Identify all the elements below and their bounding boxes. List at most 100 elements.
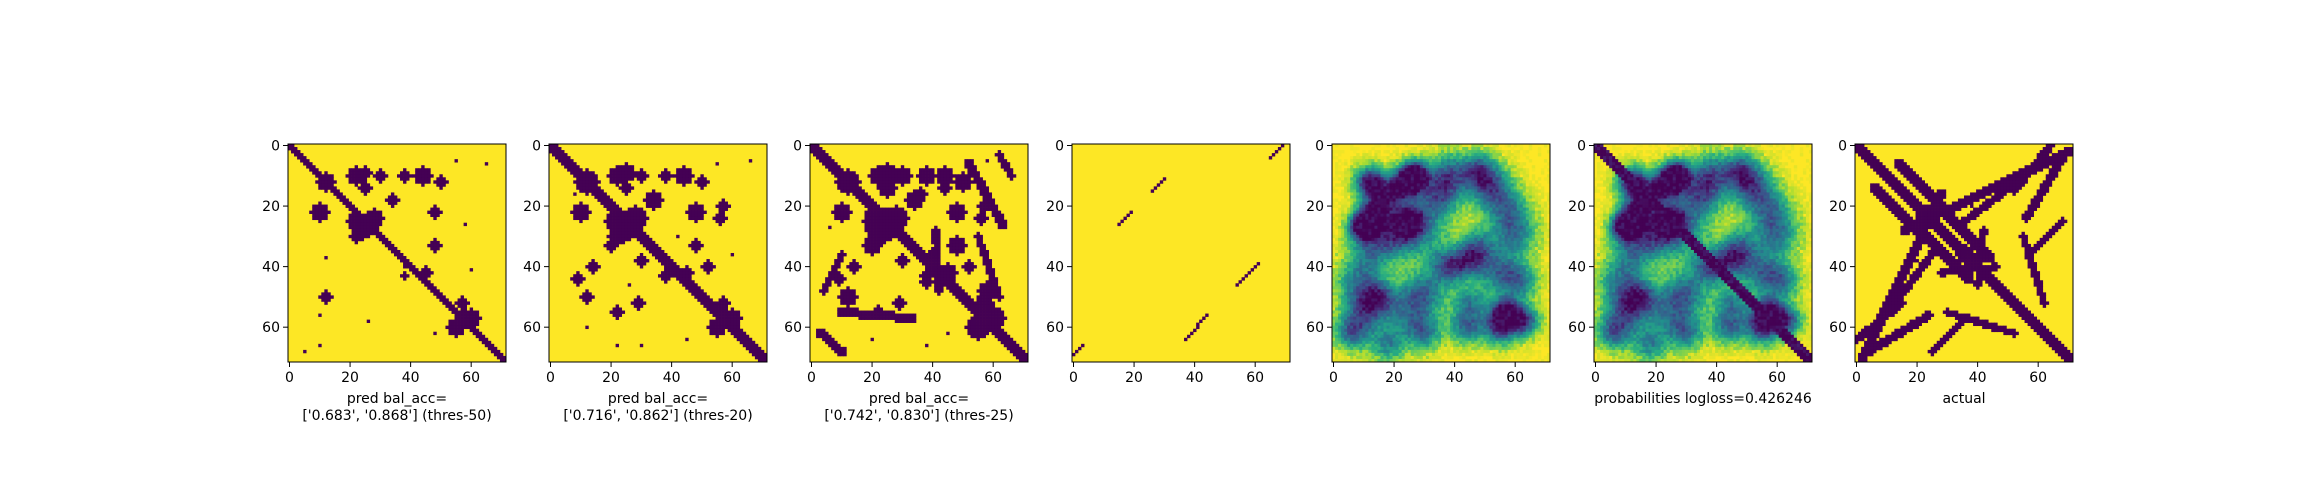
heatmap-cell [1428, 210, 1433, 214]
heatmap-cell [997, 331, 1002, 336]
heatmap-cell [891, 168, 896, 172]
heatmap-cell [363, 234, 368, 239]
heatmap-cell [1392, 210, 1396, 214]
heatmap-cell [685, 268, 689, 272]
heatmap-cell [1401, 186, 1406, 190]
heatmap-cell [840, 207, 844, 211]
heatmap-cell [576, 165, 580, 169]
heatmap-cell [630, 168, 635, 172]
heatmap-cell [903, 313, 908, 317]
heatmap-cell [1498, 228, 1502, 233]
heatmap-cell [633, 204, 638, 208]
heatmap-cell [828, 337, 832, 342]
heatmap-cell [1371, 210, 1375, 214]
heatmap-cell [885, 183, 890, 187]
heatmap-cell [961, 207, 965, 211]
heatmap-cell [691, 207, 695, 211]
heatmap-cell [679, 177, 683, 181]
heatmap-cell [357, 180, 362, 184]
heatmap-cell [748, 340, 753, 345]
heatmap-cell [1353, 222, 1357, 227]
heatmap-cell [318, 219, 322, 224]
heatmap-cell [964, 186, 968, 190]
heatmap-cell [406, 274, 410, 278]
heatmap-cell [1350, 156, 1354, 160]
heatmap-cell [1401, 225, 1406, 230]
heatmap-cell [664, 256, 668, 260]
heatmap-cell [1374, 210, 1378, 214]
heatmap-cell [1513, 177, 1518, 181]
heatmap-cell [1516, 186, 1521, 190]
heatmap-cell [658, 174, 662, 178]
heatmap-cell [1483, 204, 1487, 208]
heatmap-cell [858, 192, 862, 196]
heatmap-cell [985, 319, 989, 323]
heatmap-cell [1534, 189, 1539, 193]
heatmap-cell [339, 195, 343, 199]
heatmap-cell [621, 310, 626, 314]
heatmap-cell [691, 271, 695, 275]
heatmap-cell [988, 204, 993, 208]
heatmap-cell [979, 319, 983, 323]
heatmap-cell [876, 213, 880, 218]
heatmap-cell [421, 165, 425, 169]
heatmap-cell [1516, 219, 1521, 224]
heatmap-cell [552, 153, 556, 157]
heatmap-cell [1422, 231, 1427, 236]
heatmap-cell [615, 210, 619, 214]
heatmap-cell [1009, 171, 1014, 175]
heatmap-cell [384, 237, 389, 242]
heatmap-cell [1522, 162, 1527, 166]
heatmap-cell [1410, 207, 1415, 211]
heatmap-cell [867, 207, 871, 211]
heatmap-cell [664, 174, 668, 178]
heatmap-cell [852, 265, 856, 269]
heatmap-cell [1489, 231, 1493, 236]
heatmap-cell [955, 246, 959, 251]
heatmap-cell [1371, 177, 1375, 181]
heatmap-cell [1495, 168, 1499, 172]
heatmap-cell [997, 298, 1002, 302]
heatmap-cell [1419, 174, 1424, 178]
heatmap-cell [988, 313, 993, 317]
heatmap-cell [369, 216, 374, 221]
heatmap-cell [837, 171, 841, 175]
heatmap-cell [433, 216, 437, 221]
heatmap-cell [1356, 162, 1360, 166]
heatmap-cell [955, 177, 959, 181]
heatmap-cell [1468, 231, 1472, 236]
heatmap-cell [882, 213, 887, 218]
heatmap-cell [1353, 207, 1357, 211]
heatmap-cell [1419, 210, 1424, 214]
heatmap-cell [1492, 219, 1496, 224]
heatmap-cell [1407, 162, 1412, 166]
heatmap-cell [855, 265, 859, 269]
heatmap-cell [837, 313, 841, 317]
heatmap-cell [1507, 150, 1511, 154]
heatmap-cell [1332, 156, 1336, 160]
heatmap-cell [393, 201, 398, 205]
heatmap-cell [448, 325, 452, 330]
heatmap-cell [1350, 231, 1354, 236]
heatmap-cell [354, 177, 358, 181]
heatmap-cell [1371, 183, 1375, 187]
heatmap-cell [1362, 216, 1366, 221]
heatmap-cell [685, 280, 689, 284]
heatmap-cell [318, 207, 322, 211]
heatmap-cell [810, 150, 814, 154]
heatmap-cell [970, 174, 974, 178]
heatmap-cell [430, 283, 434, 287]
heatmap-cell [1398, 216, 1402, 221]
heatmap-cell [1468, 171, 1472, 175]
heatmap-cell [1540, 228, 1545, 233]
heatmap-cell [1356, 210, 1360, 214]
heatmap-cell [1513, 207, 1518, 211]
heatmap-cell [961, 189, 965, 193]
heatmap-cell [1519, 195, 1524, 199]
heatmap-cell [1380, 186, 1384, 190]
heatmap-cell [988, 328, 993, 333]
heatmap-cell [588, 262, 592, 266]
heatmap-cell [864, 210, 868, 214]
heatmap-cell [1410, 219, 1415, 224]
heatmap-cell [330, 189, 334, 193]
